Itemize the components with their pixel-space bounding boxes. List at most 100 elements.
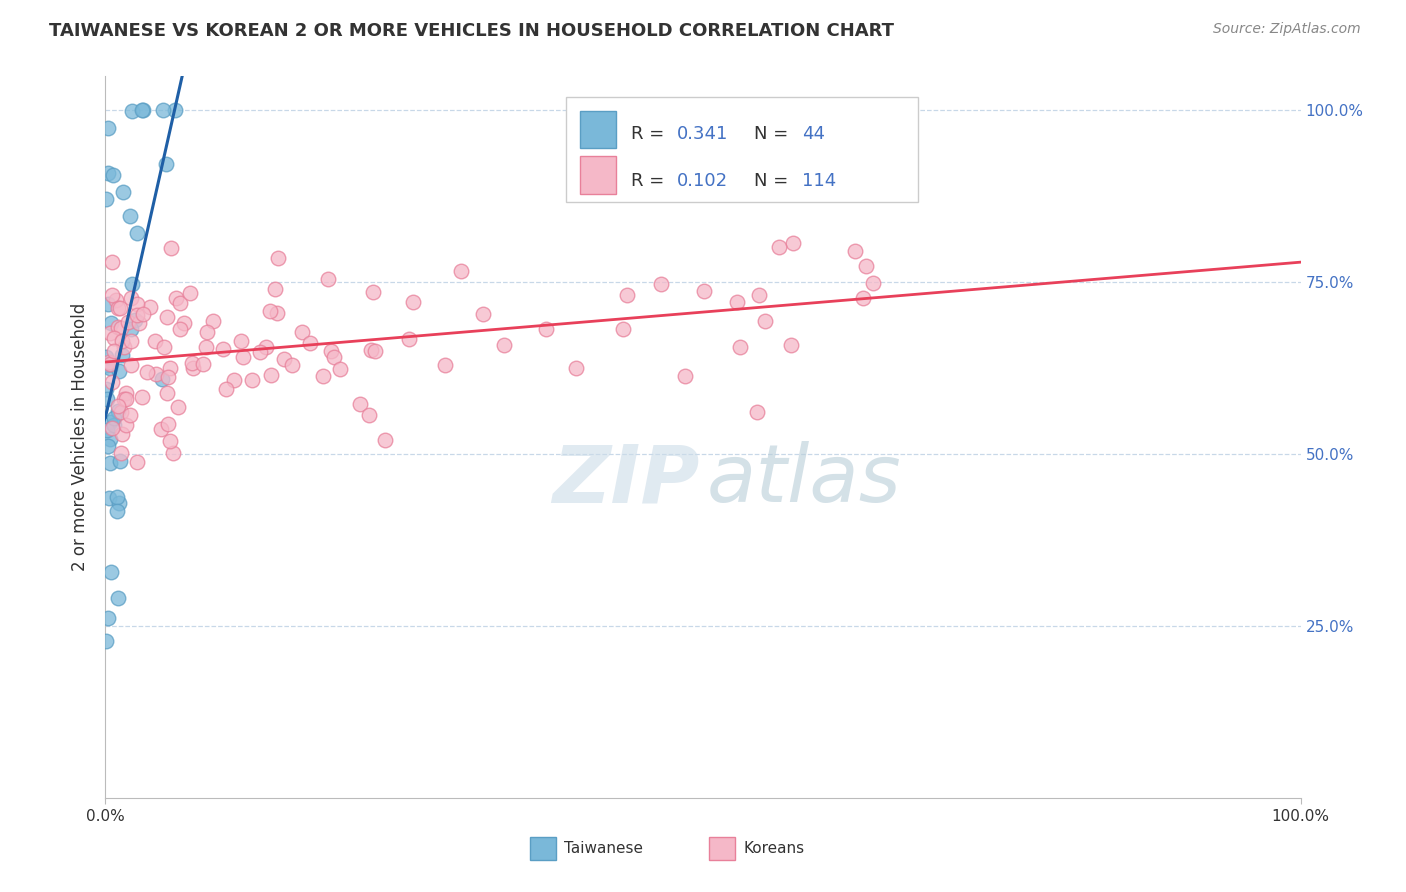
Point (728, 340, 751, 354)
Point (155, 157, 177, 171)
Text: ZIP: ZIP (553, 442, 699, 519)
Point (108, 301, 131, 315)
Point (100, 376, 122, 390)
Point (120, 291, 142, 305)
Point (96, 358, 118, 372)
Point (110, 446, 132, 460)
Point (117, 315, 139, 329)
Point (862, 276, 884, 290)
Text: 114: 114 (803, 171, 837, 190)
Point (110, 321, 132, 335)
Point (215, 382, 238, 396)
Point (316, 272, 339, 286)
Point (103, 418, 125, 433)
Point (565, 361, 588, 376)
Point (323, 350, 346, 364)
Point (118, 209, 141, 223)
Point (110, 454, 132, 468)
Point (98, 456, 121, 470)
Point (98, 358, 121, 372)
FancyBboxPatch shape (579, 156, 616, 194)
Point (768, 240, 790, 254)
Point (94, 350, 117, 364)
Point (127, 455, 149, 469)
Point (450, 264, 472, 278)
Point (359, 408, 381, 422)
Point (229, 334, 252, 348)
Point (169, 296, 191, 310)
Point (173, 316, 195, 330)
Point (103, 330, 125, 344)
Point (131, 391, 153, 405)
Point (107, 591, 129, 606)
Text: Koreans: Koreans (744, 841, 804, 856)
Point (266, 306, 288, 320)
Point (779, 338, 801, 352)
Point (98, 355, 121, 369)
Point (121, 359, 143, 373)
Point (240, 373, 263, 387)
Point (105, 293, 128, 307)
Point (100, 357, 122, 371)
Point (256, 341, 278, 355)
Point (360, 343, 382, 357)
Point (156, 370, 179, 384)
Point (312, 368, 335, 383)
Point (650, 277, 672, 291)
Point (273, 351, 295, 366)
Point (329, 361, 352, 376)
Point (616, 288, 638, 302)
Point (159, 434, 181, 449)
Point (107, 364, 129, 378)
Point (754, 313, 776, 327)
Point (101, 168, 124, 182)
Text: 44: 44 (803, 125, 825, 143)
Point (100, 316, 122, 330)
Point (98, 432, 121, 446)
Point (121, 103, 143, 118)
Point (201, 314, 224, 328)
Point (145, 367, 167, 381)
Point (222, 373, 245, 387)
Point (212, 342, 235, 356)
Point (471, 307, 494, 321)
Point (401, 295, 423, 310)
Point (105, 504, 128, 518)
Point (267, 251, 290, 265)
Point (160, 241, 183, 255)
Point (291, 325, 314, 339)
Point (103, 344, 125, 359)
Point (100, 326, 122, 340)
Point (844, 244, 866, 258)
Point (96, 392, 118, 407)
Text: Taiwanese: Taiwanese (564, 841, 644, 856)
Point (163, 103, 186, 118)
Point (135, 365, 157, 379)
Point (132, 103, 155, 118)
Point (180, 356, 202, 370)
Point (127, 296, 149, 310)
Point (179, 285, 201, 300)
FancyBboxPatch shape (530, 838, 555, 861)
Point (120, 334, 142, 348)
Point (131, 103, 153, 118)
Text: 0.102: 0.102 (676, 171, 728, 190)
Point (143, 334, 166, 348)
Point (121, 277, 143, 291)
Point (725, 295, 748, 310)
Point (97, 610, 120, 624)
Point (103, 411, 125, 425)
Point (162, 445, 184, 459)
Point (110, 405, 132, 419)
Point (232, 350, 254, 364)
Text: N =: N = (755, 171, 794, 190)
Point (111, 186, 134, 200)
Point (181, 361, 204, 376)
Point (125, 226, 148, 240)
Point (281, 358, 304, 372)
Point (534, 322, 557, 336)
Text: TAIWANESE VS KOREAN 2 OR MORE VEHICLES IN HOUSEHOLD CORRELATION CHART: TAIWANESE VS KOREAN 2 OR MORE VEHICLES I… (49, 22, 894, 40)
Point (855, 259, 877, 273)
Point (107, 404, 129, 418)
Point (299, 336, 322, 351)
